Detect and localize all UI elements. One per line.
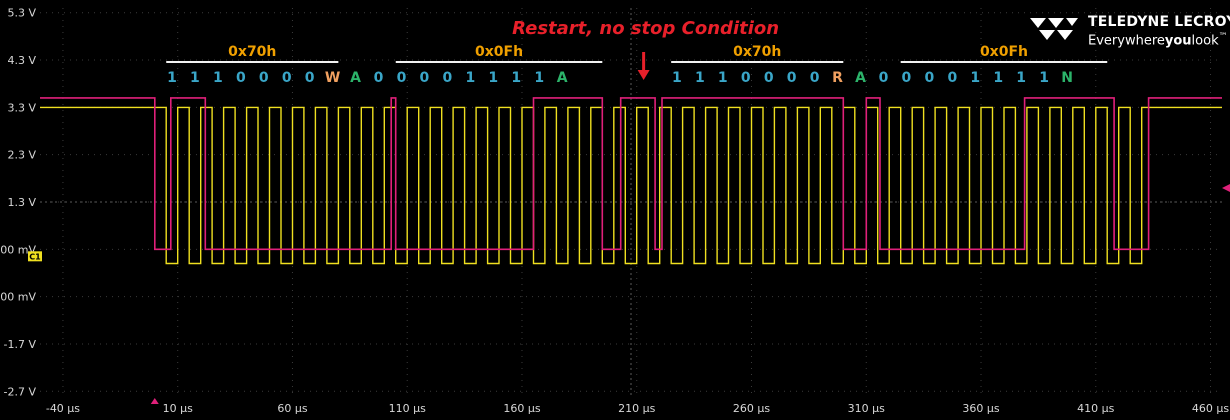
bit-label: 0 — [374, 70, 384, 86]
bit-label: 1 — [190, 70, 200, 86]
byte-label: 0x70h — [228, 44, 276, 60]
teledyne-lecroy-logo: TELEDYNE LECROY Everywhereyoulook™ — [1028, 12, 1230, 52]
restart-arrow-head — [637, 70, 650, 80]
bit-label: 0 — [741, 70, 751, 86]
channel-marker-label: C1 — [29, 252, 41, 261]
y-tick-label: 300 mV — [0, 243, 36, 256]
bit-label: 0 — [810, 70, 820, 86]
bit-label: 0 — [902, 70, 912, 86]
bit-label: 1 — [488, 70, 498, 86]
x-tick-label: 10 µs — [163, 402, 193, 415]
x-tick-label: 360 µs — [962, 402, 999, 415]
bit-label: R — [832, 70, 843, 86]
channel-marker: C1 — [28, 251, 42, 262]
bit-label: 0 — [305, 70, 315, 86]
bit-label: 0 — [443, 70, 453, 86]
y-tick-label: -1.7 V — [4, 338, 37, 351]
bit-label: 0 — [397, 70, 407, 86]
byte-label: 0x70h — [733, 44, 781, 60]
x-tick-label: 160 µs — [503, 402, 540, 415]
x-tick-label: 410 µs — [1077, 402, 1114, 415]
trigger-time-marker — [150, 398, 159, 404]
bit-label: A — [350, 70, 361, 86]
chart-title: Restart, no stop Condition — [512, 18, 779, 39]
teledyne-logo-icon — [1030, 18, 1078, 40]
byte-label: 0x0Fh — [475, 44, 523, 60]
brand-name: TELEDYNE LECROY — [1088, 14, 1230, 30]
bit-label: A — [557, 70, 568, 86]
x-tick-label: 60 µs — [277, 402, 307, 415]
bit-label: 1 — [970, 70, 980, 86]
x-tick-label: -40 µs — [46, 402, 80, 415]
bit-label: A — [855, 70, 866, 86]
trigger-level-marker — [1222, 184, 1230, 192]
bit-label: 1 — [672, 70, 682, 86]
bit-label: N — [1061, 70, 1073, 86]
bit-label: 0 — [879, 70, 889, 86]
bit-label: 1 — [1016, 70, 1026, 86]
x-tick-label: 110 µs — [389, 402, 426, 415]
byte-label: 0x0Fh — [980, 44, 1028, 60]
x-tick-label: 210 µs — [618, 402, 655, 415]
bit-label: 1 — [511, 70, 521, 86]
bit-label: W — [325, 70, 340, 86]
bit-label: 1 — [718, 70, 728, 86]
y-tick-label: 5.3 V — [7, 7, 36, 20]
y-tick-label: 3.3 V — [7, 101, 36, 114]
bit-label: 1 — [993, 70, 1003, 86]
bit-label: 1 — [465, 70, 475, 86]
brand-tagline: Everywhereyoulook™ — [1088, 32, 1228, 49]
byte-annotation: 0x0Fh — [395, 44, 603, 63]
x-tick-label: 460 µs — [1192, 402, 1229, 415]
byte-annotation: 0x70h — [166, 44, 339, 63]
bit-label: 1 — [213, 70, 223, 86]
grid — [40, 8, 1222, 396]
y-tick-label: -2.7 V — [4, 385, 37, 398]
bit-label: 1 — [167, 70, 177, 86]
bit-label: 0 — [282, 70, 292, 86]
bit-label: 0 — [236, 70, 246, 86]
bit-label: 0 — [259, 70, 269, 86]
channel-marker-box — [28, 251, 42, 262]
x-tick-label: 260 µs — [733, 402, 770, 415]
byte-annotation: 0x70h — [671, 44, 844, 63]
y-tick-label: -700 mV — [0, 291, 36, 304]
bit-label: 1 — [1039, 70, 1049, 86]
y-tick-label: 1.3 V — [7, 196, 36, 209]
bit-label: 0 — [787, 70, 797, 86]
y-tick-label: 2.3 V — [7, 149, 36, 162]
x-tick-label: 310 µs — [848, 402, 885, 415]
bit-label: 0 — [420, 70, 430, 86]
bit-label: 1 — [695, 70, 705, 86]
bit-label: 0 — [947, 70, 957, 86]
bit-label: 0 — [924, 70, 934, 86]
y-tick-label: 4.3 V — [7, 54, 36, 67]
byte-annotation: 0x0Fh — [900, 44, 1108, 63]
trace-scl — [40, 106, 1222, 265]
bit-label: 0 — [764, 70, 774, 86]
trace-sda — [40, 97, 1222, 251]
bit-label: 1 — [534, 70, 544, 86]
